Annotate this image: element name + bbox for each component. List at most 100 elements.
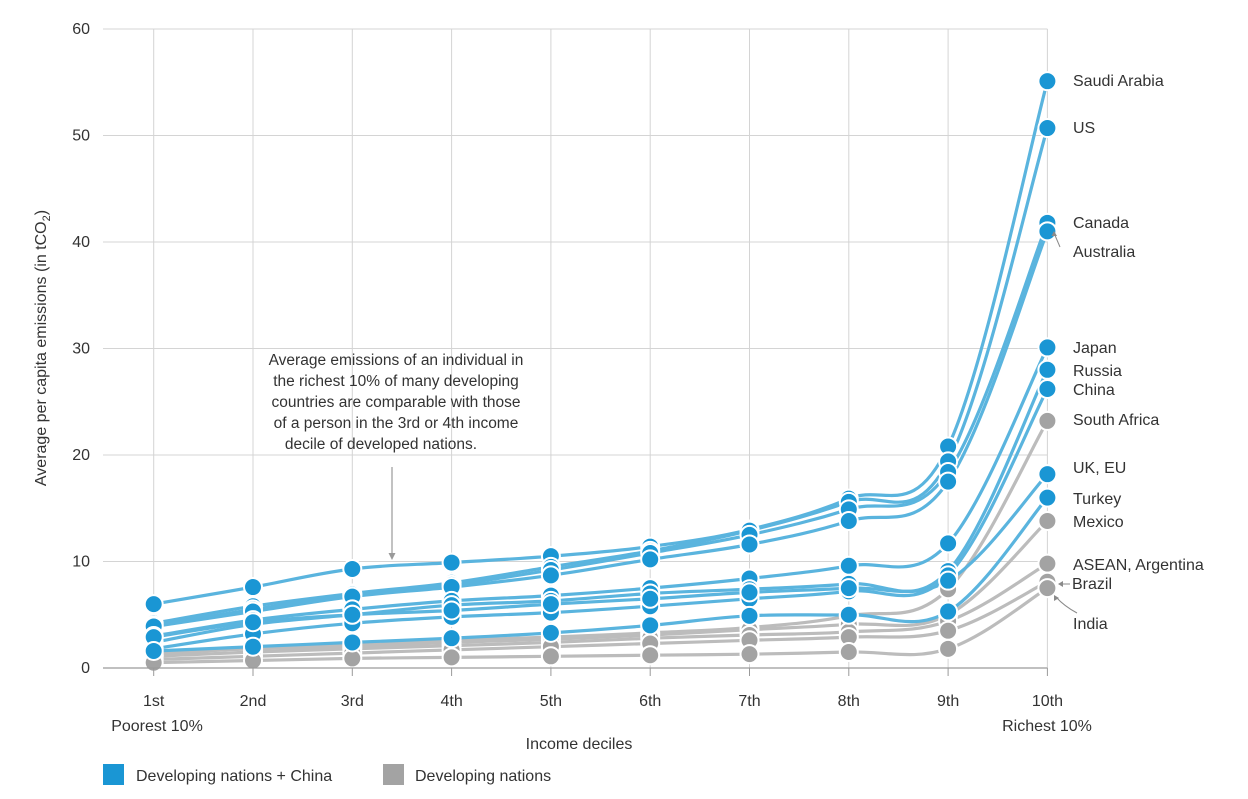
data-point [838, 578, 859, 599]
data-point [838, 642, 859, 663]
y-tick-label: 50 [72, 128, 90, 145]
annotation-line: Average emissions of an individual in [269, 352, 524, 369]
data-point [540, 594, 561, 615]
x-tick-label: 9th [937, 693, 959, 710]
y-axis-label-sub: 2 [41, 215, 53, 221]
data-point [739, 605, 760, 626]
india-leader-arrowhead [1054, 595, 1059, 601]
axes: 0 10 20 30 40 50 60 1st 2nd 3rd 4th 5th 6th 7th 8th 9th… [72, 21, 1063, 710]
series-points [143, 71, 1058, 673]
data-point [1037, 553, 1058, 574]
series-label: Mexico [1073, 514, 1124, 531]
data-point [441, 552, 462, 573]
series-line [152, 472, 1049, 639]
y-axis-label-close: ) [33, 210, 50, 215]
brazil-leader-arrowhead [1058, 581, 1063, 587]
series-line [152, 580, 1049, 662]
data-point [441, 628, 462, 649]
data-point [739, 534, 760, 555]
y-tick-label: 10 [72, 554, 90, 571]
series-label: US [1073, 120, 1095, 137]
data-point [1037, 118, 1058, 139]
x-tick-label: 3rd [341, 693, 364, 710]
data-point [342, 604, 363, 625]
series-lines [152, 79, 1049, 665]
data-point [739, 582, 760, 603]
series-label: UK, EU [1073, 460, 1126, 477]
data-point [540, 646, 561, 667]
data-point [739, 644, 760, 665]
india-leader [1055, 596, 1078, 614]
annotation-arrowhead [388, 553, 396, 560]
series-label: Canada [1073, 215, 1129, 232]
annotation: Average emissions of an individual in th… [269, 352, 524, 560]
y-tick-label: 40 [72, 234, 90, 251]
series-line [152, 562, 1049, 658]
series-label: China [1073, 382, 1115, 399]
x-tick-label: 8th [838, 693, 860, 710]
x-tick-label: 5th [540, 693, 562, 710]
series-label: Saudi Arabia [1073, 73, 1164, 90]
data-point [540, 565, 561, 586]
y-tick-label: 0 [81, 660, 90, 677]
data-point [640, 615, 661, 636]
data-point [938, 638, 959, 659]
data-point [838, 604, 859, 625]
legend-label-developing-china: Developing nations + China [136, 768, 332, 785]
legend: Developing nations + China Developing na… [103, 764, 551, 785]
data-point [342, 558, 363, 579]
y-axis-label: Average per capita emissions (in tCO2) [33, 210, 53, 486]
data-point [640, 588, 661, 609]
series-label: Japan [1073, 340, 1117, 357]
x-endpoint-label-poorest: Poorest 10% [111, 718, 203, 735]
legend-swatch-developing [383, 764, 404, 785]
legend-label-developing: Developing nations [415, 768, 551, 785]
x-endpoint-label-richest: Richest 10% [1002, 718, 1092, 735]
data-point [1037, 221, 1058, 242]
data-point [243, 612, 263, 633]
annotation-line: of a person in the 3rd or 4th income [274, 415, 519, 432]
series-label: Russia [1073, 363, 1122, 380]
data-point [640, 645, 661, 666]
data-point [1037, 487, 1058, 508]
x-tick-label: 4th [440, 693, 462, 710]
data-point [1037, 359, 1058, 380]
series-line [152, 79, 1049, 606]
data-point [243, 636, 263, 657]
series-line [152, 496, 1049, 653]
data-point [938, 533, 959, 554]
data-point [1037, 511, 1058, 532]
data-point [1037, 410, 1058, 431]
series-labels: Saudi Arabia US Canada Australia Japan Russia… [1051, 73, 1204, 633]
data-point [938, 620, 959, 641]
data-point [441, 600, 462, 621]
x-tick-label: 7th [738, 693, 760, 710]
annotation-line: countries are comparable with those [272, 394, 521, 411]
data-point [342, 632, 363, 653]
data-point [1037, 378, 1058, 399]
data-point [1037, 578, 1058, 599]
y-tick-label: 20 [72, 447, 90, 464]
data-point [838, 555, 859, 576]
data-point [938, 601, 959, 622]
series-label: India [1073, 616, 1108, 633]
data-point [1037, 464, 1058, 485]
series-label: Brazil [1072, 576, 1112, 593]
y-axis-label-main: Average per capita emissions (in tCO [33, 221, 50, 486]
data-point [938, 570, 959, 591]
data-point [1037, 337, 1058, 358]
series-line [152, 519, 1049, 655]
series-label: ASEAN, Argentina [1073, 557, 1204, 574]
data-point [143, 640, 164, 661]
annotation-line: the richest 10% of many developing [273, 373, 519, 390]
x-axis-label: Income deciles [526, 736, 633, 753]
series-line [152, 586, 1049, 665]
series-label: Turkey [1073, 491, 1121, 508]
data-point [1037, 71, 1058, 92]
annotation-line: decile of developed nations. [285, 436, 477, 453]
data-point [143, 594, 164, 615]
y-tick-label: 60 [72, 21, 90, 38]
x-tick-label: 2nd [240, 693, 267, 710]
